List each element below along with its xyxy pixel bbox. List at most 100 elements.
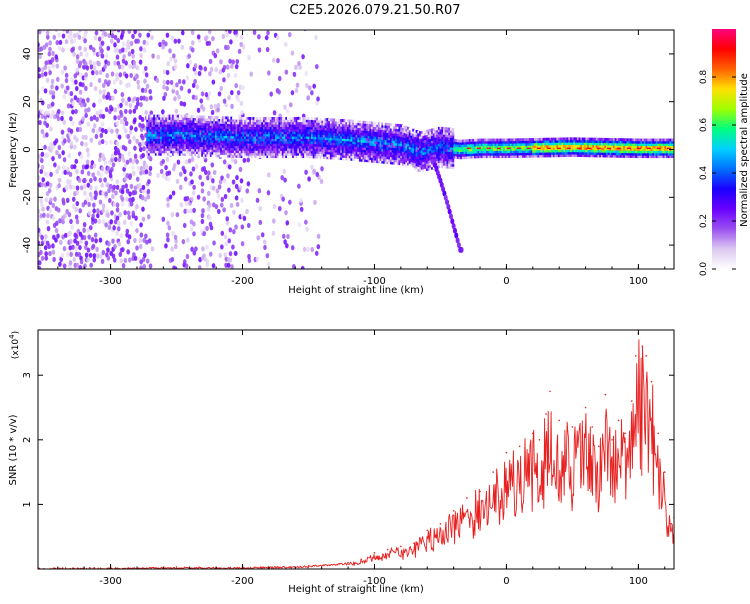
heatmap-ridge-cell [395, 150, 398, 153]
heatmap-ridge-cell [177, 126, 180, 130]
heatmap-ridge-cell [237, 121, 240, 125]
heatmap-noise-cell [55, 149, 59, 156]
heatmap-ridge-cell [154, 145, 158, 149]
heatmap-ridge-cell [353, 124, 357, 128]
heatmap-ridge-cell [175, 126, 179, 130]
heatmap-ridge-cell [410, 161, 414, 165]
heatmap-ridge-cell [357, 158, 360, 162]
heatmap-ridge-cell [326, 137, 330, 141]
heatmap-ridge-cell [419, 150, 422, 154]
heatmap-ridge-cell [257, 152, 261, 156]
heatmap-ridge-cell [160, 124, 163, 127]
heatmap-noise-cell [133, 189, 138, 196]
heatmap-ridge-cell [166, 119, 170, 123]
heatmap-noise-cell [50, 84, 54, 90]
heatmap-noise-cell [43, 71, 48, 77]
heatmap-ridge-cell [570, 154, 573, 157]
heatmap-ridge-cell [149, 114, 153, 118]
heatmap-ridge-cell [273, 126, 276, 130]
heatmap-noise-cell [106, 91, 111, 98]
heatmap-ridge-cell [168, 119, 172, 123]
heatmap-noise-cell [238, 185, 243, 191]
heatmap-ridge-cell [369, 135, 372, 139]
heatmap-ridge-cell [310, 126, 314, 130]
heatmap-noise-cell [71, 203, 76, 209]
heatmap-ridge-cell [312, 119, 316, 123]
heatmap-noise-cell [111, 253, 116, 259]
heatmap-ridge-cell [290, 143, 294, 147]
heatmap-ridge-cell [497, 148, 501, 151]
heatmap-ridge-cell [400, 157, 403, 161]
heatmap-ridge-cell [321, 139, 324, 143]
heatmap-ridge-cell [353, 146, 357, 150]
heatmap-ridge-cell [563, 144, 566, 148]
heatmap-ridge-cell [449, 144, 453, 148]
heatmap-ridge-cell [377, 141, 381, 145]
heatmap-ridge-cell [439, 140, 443, 144]
heatmap-ridge-cell [204, 118, 208, 121]
heatmap-ridge-cell [425, 146, 429, 150]
heatmap-ridge-cell [305, 128, 309, 132]
heatmap-ridge-cell [286, 155, 290, 159]
heatmap-ridge-cell [364, 135, 367, 139]
heatmap-ridge-cell [348, 131, 352, 135]
heatmap-noise-cell [148, 95, 153, 101]
heatmap-noise-cell [179, 85, 184, 91]
heatmap-ridge-cell [228, 126, 232, 129]
heatmap-ridge-cell [271, 117, 275, 120]
heatmap-ridge-cell [309, 117, 312, 120]
heatmap-ridge-cell [309, 143, 312, 147]
heatmap-ridge-cell [268, 117, 271, 120]
heatmap-noise-cell [66, 103, 71, 109]
heatmap-ridge-cell [326, 127, 330, 131]
heatmap-ridge-cell [501, 148, 504, 151]
heatmap-ridge-cell [208, 115, 211, 119]
heatmap-noise-cell [58, 261, 62, 267]
heatmap-ridge-cell [192, 134, 196, 138]
heatmap-ridge-cell [326, 125, 330, 129]
heatmap-ridge-cell [202, 115, 206, 119]
heatmap-ridge-cell [367, 159, 371, 163]
heatmap-ridge-cell [233, 138, 237, 142]
heatmap-ridge-cell [497, 152, 501, 156]
heatmap-ridge-cell [310, 136, 314, 140]
heatmap-ridge-cell [175, 136, 179, 139]
heatmap-ridge-cell [199, 151, 203, 155]
heatmap-ridge-cell [163, 128, 167, 132]
heatmap-ridge-cell [340, 119, 343, 122]
heatmap-noise-cell [104, 53, 109, 59]
heatmap-noise-cell [138, 32, 142, 38]
heatmap-ridge-cell [568, 154, 571, 157]
heatmap-ridge-cell [242, 136, 245, 139]
heatmap-ridge-cell [396, 159, 400, 163]
heatmap-noise-cell [89, 116, 94, 122]
heatmap-ridge-cell [161, 124, 165, 127]
heatmap-ridge-cell [278, 121, 282, 125]
heatmap-ridge-cell [197, 144, 201, 147]
heatmap-ridge-cell [374, 126, 378, 130]
heatmap-ridge-cell [374, 136, 378, 140]
heatmap-ridge-cell [182, 117, 185, 121]
heatmap-ridge-cell [151, 136, 155, 139]
heatmap-ridge-cell [262, 126, 266, 130]
heatmap-ridge-cell [439, 138, 443, 142]
heatmap-ridge-cell [389, 149, 393, 153]
heatmap-noise-cell [192, 184, 196, 190]
heatmap-ridge-cell [196, 153, 199, 157]
heatmap-ridge-cell [269, 152, 273, 156]
heatmap-ridge-cell [216, 130, 220, 134]
heatmap-ridge-cell [237, 155, 240, 158]
heatmap-ridge-cell [374, 141, 378, 144]
heatmap-ridge-cell [528, 152, 532, 156]
heatmap-noise-cell [48, 89, 53, 95]
heatmap-noise-cell [109, 183, 113, 189]
heatmap-ridge-cell [281, 148, 285, 151]
heatmap-ridge-cell [432, 128, 436, 131]
heatmap-ridge-cell [328, 125, 331, 129]
heatmap-ridge-cell [360, 120, 364, 124]
heatmap-noise-cell [74, 214, 79, 220]
heatmap-ridge-cell [180, 122, 184, 125]
heatmap-ridge-cell [345, 131, 348, 135]
heatmap-ridge-cell [274, 148, 278, 151]
heatmap-ridge-cell [372, 155, 376, 159]
